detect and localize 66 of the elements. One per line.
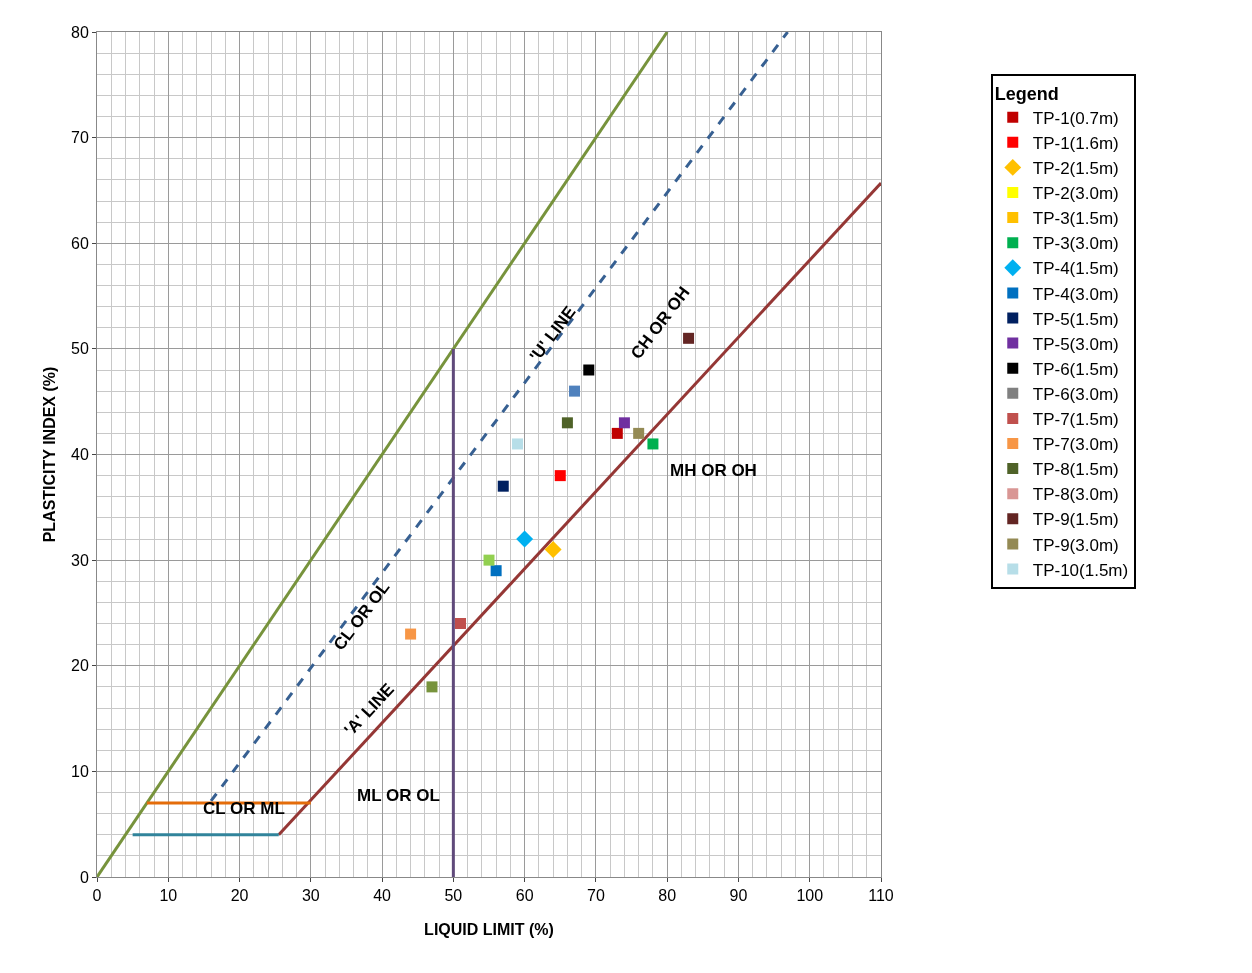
annotation: CL OR OL — [329, 577, 394, 654]
point — [544, 541, 562, 559]
y-axis-title: PLASTICITY INDEX (%) — [41, 366, 58, 543]
legend-label: TP-5(1.5m) — [1032, 309, 1119, 329]
point — [405, 628, 417, 640]
legend-label: TP-3(1.5m) — [1032, 209, 1119, 229]
annotation: ML OR OL — [357, 786, 440, 805]
annotation: CL OR ML — [203, 799, 285, 818]
legend-label: TP-7(3.0m) — [1032, 435, 1119, 455]
legend-label: TP-9(1.5m) — [1032, 510, 1119, 530]
legend-label: TP-6(1.5m) — [1032, 359, 1119, 379]
point — [683, 332, 695, 344]
point — [497, 480, 509, 492]
x-tick-label: 60 — [515, 887, 534, 905]
point — [569, 385, 581, 397]
point — [516, 530, 534, 548]
y-tick-label: 20 — [71, 657, 89, 675]
y-tick-label: 80 — [71, 23, 89, 41]
legend-label: TP-8(3.0m) — [1032, 485, 1119, 505]
legend-label: TP-4(3.0m) — [1032, 284, 1119, 304]
x-tick-label: 110 — [868, 887, 894, 905]
legend-label: TP-1(1.6m) — [1032, 133, 1119, 153]
legend-label: TP-10(1.5m) — [1032, 560, 1129, 580]
x-tick-label: 70 — [587, 887, 605, 905]
y-tick-label: 10 — [71, 762, 89, 780]
legend-label: TP-7(1.5m) — [1032, 410, 1119, 430]
legend-title: Legend — [994, 83, 1059, 104]
y-tick-label: 0 — [79, 868, 89, 886]
y-tick-label: 60 — [71, 234, 89, 252]
x-tick-label: 90 — [729, 887, 748, 905]
y-tick-label: 40 — [71, 446, 89, 464]
point — [583, 364, 595, 376]
y-tick-label: 70 — [71, 129, 89, 147]
x-tick-label: 10 — [159, 887, 178, 905]
legend-label: TP-6(3.0m) — [1032, 384, 1119, 404]
point — [454, 618, 466, 629]
legend-label: TP-2(1.5m) — [1032, 159, 1119, 179]
point — [561, 417, 573, 429]
point — [633, 427, 645, 439]
point — [426, 681, 438, 693]
x-tick-label: 40 — [373, 887, 392, 905]
x-axis-title: LIQUID LIMIT (%) — [424, 921, 554, 938]
x-tick-label: 100 — [796, 887, 824, 905]
y-tick-label: 50 — [71, 340, 89, 358]
legend-label: TP-9(3.0m) — [1032, 535, 1119, 555]
y-tick-label: 30 — [71, 551, 89, 569]
x-tick-label: 50 — [444, 887, 463, 905]
x-tick-label: 80 — [658, 887, 677, 905]
point — [647, 438, 659, 450]
legend-label: TP-5(3.0m) — [1032, 334, 1119, 354]
point — [512, 438, 524, 450]
x-tick-label: 30 — [301, 887, 320, 905]
legend-label: TP-4(1.5m) — [1032, 259, 1119, 279]
legend-label: TP-8(1.5m) — [1032, 460, 1119, 480]
x-tick-label: 20 — [230, 887, 249, 905]
point — [483, 554, 495, 566]
point — [490, 565, 502, 577]
point — [618, 417, 630, 429]
annotation: CH OR OH — [627, 283, 694, 363]
legend-label: TP-2(3.0m) — [1032, 184, 1119, 204]
annotation: MH OR OH — [670, 461, 757, 480]
point — [554, 470, 566, 482]
legend-label: TP-1(0.7m) — [1032, 108, 1119, 128]
point — [611, 427, 623, 439]
x-tick-label: 0 — [92, 887, 102, 905]
legend-label: TP-3(3.0m) — [1032, 234, 1119, 254]
